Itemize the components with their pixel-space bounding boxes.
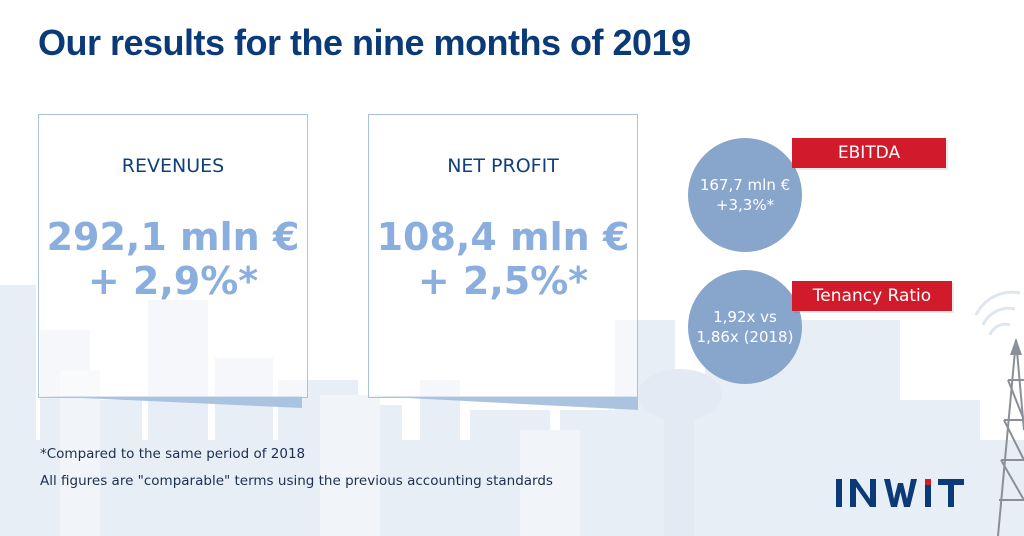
tenancy-ratio-comparison: 1,86x (2018) [696,328,794,346]
revenues-label: REVENUES [121,155,225,177]
page-title: Our results for the nine months of 2019 [38,22,691,63]
ebitda-tag: EBITDA [792,138,946,168]
ebitda-value: 167,7 mln € [699,176,791,194]
net-profit-change: + 2,5%* [417,259,589,303]
revenues-value: 292,1 mln € [46,215,300,259]
tenancy-ratio-bubble: 1,92x vs 1,86x (2018) [688,270,802,384]
revenues-card: REVENUES 292,1 mln € + 2,9%* [38,114,308,398]
revenues-change: + 2,9%* [87,259,259,303]
tenancy-ratio-value: 1,92x vs [713,308,777,326]
ebitda-change: +3,3%* [715,196,775,214]
ebitda-bubble: 167,7 mln € +3,3%* [688,138,802,252]
revenues-value-block: 292,1 mln € + 2,9%* [39,215,307,303]
footnote-accounting: All figures are "comparable" terms using… [40,473,553,489]
net-profit-label: NET PROFIT [447,155,559,177]
footnote-comparison: *Compared to the same period of 2018 [40,446,306,462]
net-profit-card: NET PROFIT 108,4 mln € + 2,5%* [368,114,638,398]
tenancy-ratio-tag: Tenancy Ratio [792,281,952,311]
net-profit-value-block: 108,4 mln € + 2,5%* [369,215,637,303]
net-profit-value: 108,4 mln € [376,215,630,259]
inwit-logo [836,479,964,507]
